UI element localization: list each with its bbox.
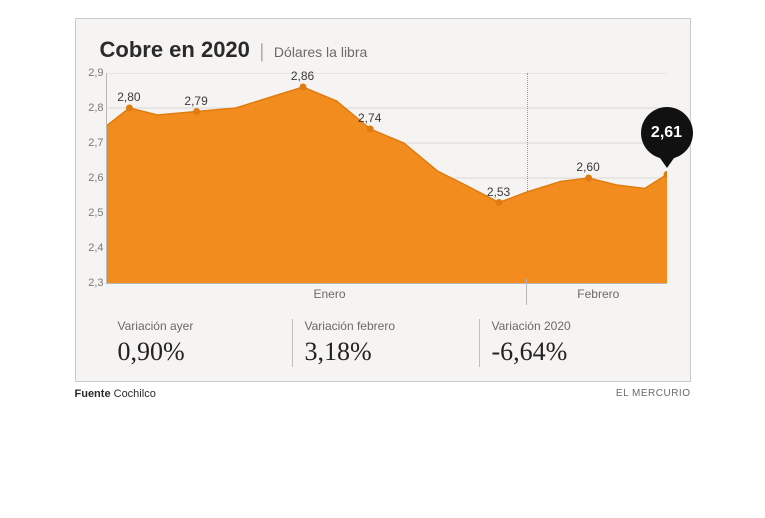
point-label: 2,60: [576, 160, 599, 174]
y-tick: 2,7: [88, 137, 103, 149]
chart-card: Cobre en 2020 | Dólares la libra 2,3 2,4 2…: [75, 18, 691, 382]
point-label: 2,86: [291, 69, 314, 83]
publisher: EL MERCURIO: [616, 388, 691, 400]
y-tick: 2,8: [88, 102, 103, 114]
stat-label: Variación ayer: [118, 319, 280, 333]
header: Cobre en 2020 | Dólares la libra: [100, 37, 666, 63]
stats-row: Variación ayer 0,90% Variación febrero 3…: [106, 319, 666, 367]
chart-title: Cobre en 2020: [100, 37, 250, 63]
stat-label: Variación 2020: [492, 319, 654, 333]
y-tick: 2,4: [88, 242, 103, 254]
chart-subtitle: Dólares la libra: [274, 44, 367, 60]
point-label: 2,79: [184, 93, 207, 107]
month-divider: [527, 73, 528, 283]
y-tick: 2,3: [88, 277, 103, 289]
point-label: 2,80: [117, 90, 140, 104]
point-label: 2,53: [487, 184, 510, 198]
stat-label: Variación febrero: [305, 319, 467, 333]
plot-region: 2,802,792,862,742,532,60 2,61: [106, 73, 667, 284]
stat-value: 3,18%: [305, 337, 467, 367]
month-label: Febrero: [577, 287, 619, 301]
chart-area: 2,32,42,52,62,72,82,9 2,802,792,862,742,…: [106, 73, 666, 283]
source-value: Cochilco: [114, 388, 156, 400]
y-tick: 2,6: [88, 172, 103, 184]
title-separator: |: [260, 40, 264, 63]
stat-value: 0,90%: [118, 337, 280, 367]
highlight-bubble: 2,61: [641, 107, 693, 159]
y-axis: 2,32,42,52,62,72,82,9: [78, 73, 104, 283]
x-axis-months: Enero Febrero: [106, 283, 666, 305]
source-label: Fuente: [75, 388, 111, 400]
y-tick: 2,9: [88, 67, 103, 79]
y-tick: 2,5: [88, 207, 103, 219]
stat-value: -6,64%: [492, 337, 654, 367]
footer: Fuente Cochilco EL MERCURIO: [75, 388, 691, 400]
highlight-value: 2,61: [651, 124, 682, 142]
month-divider-tick: [526, 279, 527, 305]
point-label: 2,74: [358, 111, 381, 125]
stat-2020: Variación 2020 -6,64%: [479, 319, 666, 367]
month-label: Enero: [313, 287, 345, 301]
stat-february: Variación febrero 3,18%: [292, 319, 479, 367]
source: Fuente Cochilco: [75, 388, 156, 400]
stat-yesterday: Variación ayer 0,90%: [106, 319, 292, 367]
